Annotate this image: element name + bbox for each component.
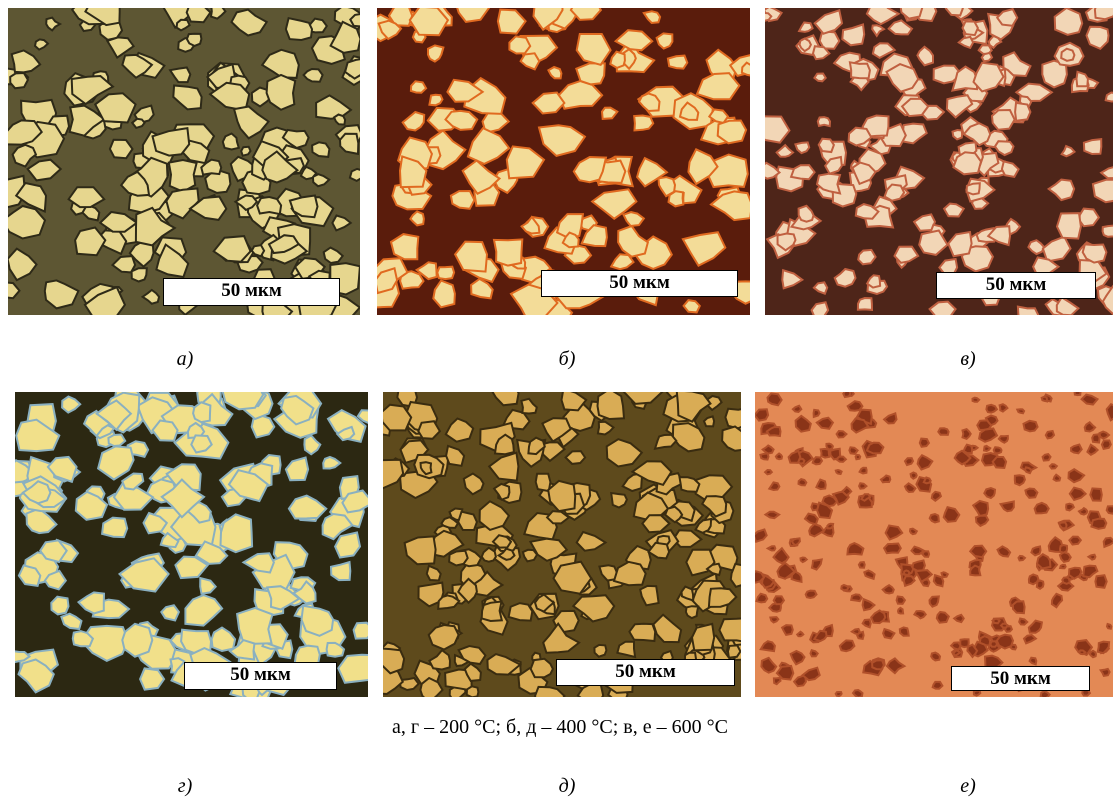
micrograph: 50 мкм [8,8,360,315]
micrograph-image [377,8,750,315]
panel-label: е) [960,775,976,798]
panel-label: д) [559,775,576,798]
panel-label: г) [178,775,192,798]
micrograph: 50 мкм [765,8,1113,315]
micrograph: 50 мкм [377,8,750,315]
micrograph-image [383,392,741,697]
micrograph-image [765,8,1113,315]
caption: а, г – 200 °С; б, д – 400 °С; в, е – 600… [0,716,1120,739]
figure: а, г – 200 °С; б, д – 400 °С; в, е – 600… [0,0,1120,802]
micrograph: 50 мкм [15,392,368,697]
micrograph: 50 мкм [383,392,741,697]
scale-bar: 50 мкм [184,662,337,690]
panel-label: а) [177,348,194,371]
scale-bar: 50 мкм [951,666,1090,691]
panel-label: б) [559,348,576,371]
scale-bar: 50 мкм [936,272,1096,299]
scale-bar: 50 мкм [163,278,340,306]
scale-bar: 50 мкм [541,270,738,297]
micrograph-image [755,392,1113,697]
micrograph-image [8,8,360,315]
micrograph-image [15,392,368,697]
scale-bar: 50 мкм [556,659,735,686]
panel-label: в) [960,348,975,371]
micrograph: 50 мкм [755,392,1113,697]
